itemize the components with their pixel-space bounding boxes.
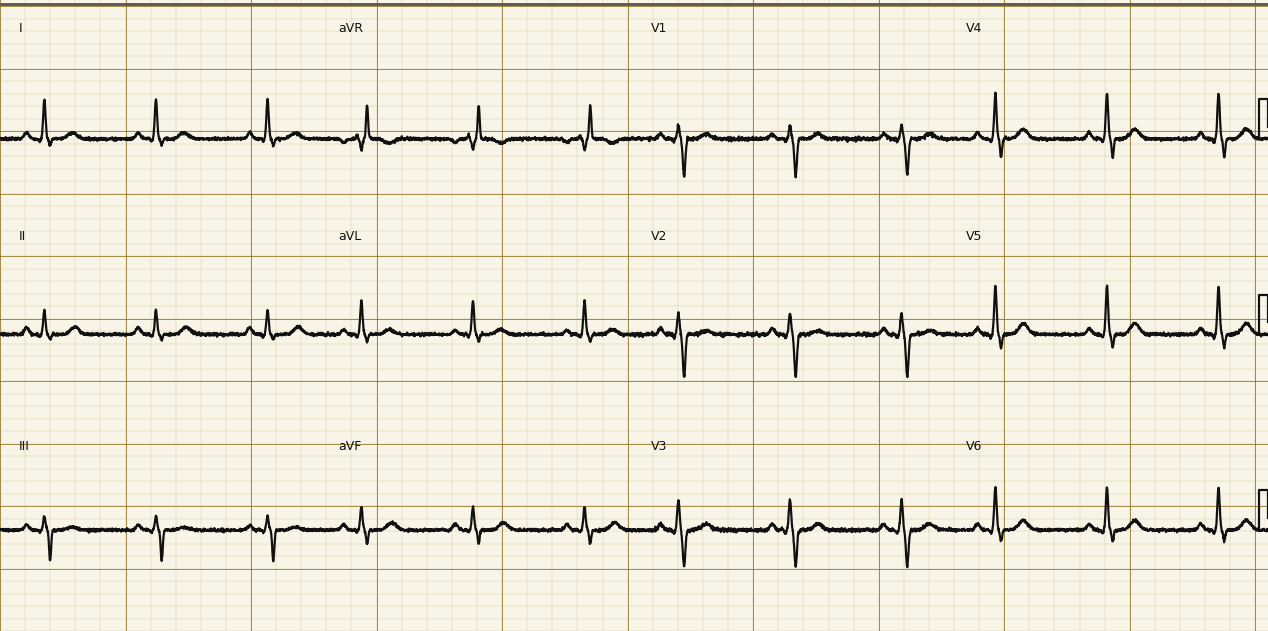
Text: aVF: aVF <box>339 440 361 453</box>
Text: V6: V6 <box>966 440 983 453</box>
Text: II: II <box>19 230 27 244</box>
Text: aVL: aVL <box>339 230 361 244</box>
Text: V4: V4 <box>966 22 983 35</box>
Text: V1: V1 <box>650 22 667 35</box>
Text: I: I <box>19 22 23 35</box>
Text: aVR: aVR <box>339 22 364 35</box>
Text: V3: V3 <box>650 440 667 453</box>
Text: III: III <box>19 440 30 453</box>
Text: V2: V2 <box>650 230 667 244</box>
Text: V5: V5 <box>966 230 983 244</box>
